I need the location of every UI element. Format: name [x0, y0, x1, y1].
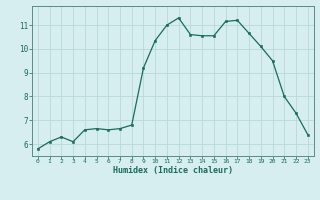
- X-axis label: Humidex (Indice chaleur): Humidex (Indice chaleur): [113, 166, 233, 175]
